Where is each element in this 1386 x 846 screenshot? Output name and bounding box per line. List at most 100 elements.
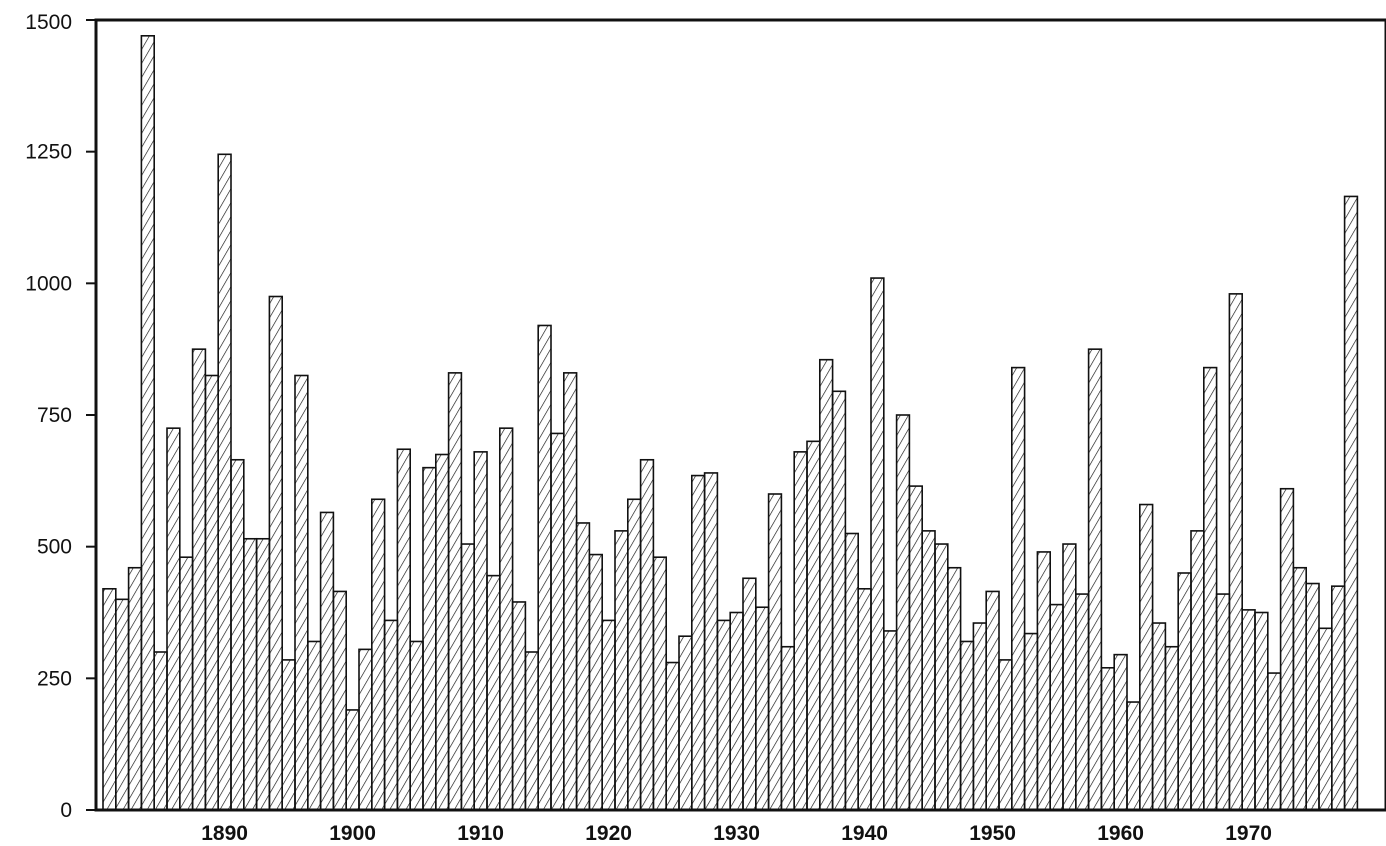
bar-1950 [985,590,1000,811]
bar-1887 [179,556,194,811]
y-tick-label: 1250 [25,141,72,164]
bar-1895 [281,659,296,811]
bar-1906 [422,466,437,811]
bar-1961 [1126,701,1141,811]
plot-frame [94,18,1386,812]
bar-1939 [844,532,860,811]
bar-1948 [959,640,975,811]
y-axis: 0 250 500 750 1000 1250 1500 [25,11,96,822]
x-tick-label: 1920 [585,822,632,845]
bar-1896 [294,374,309,811]
x-tick-label: 1910 [457,822,504,845]
x-tick-label: 1900 [329,822,376,845]
bar-1911 [486,574,501,811]
bar-1967 [1203,366,1218,811]
bar-1916 [550,432,565,811]
bar-1881 [102,587,117,811]
bar-1912 [498,427,514,811]
bar-1898 [319,511,335,811]
bar-1947 [946,566,962,811]
bar-1897 [306,640,322,811]
bar-1914 [524,651,540,811]
bar-1975 [1305,582,1320,811]
bar-1925 [665,661,680,811]
x-tick-label: 1890 [201,822,248,845]
bar-1972 [1267,672,1282,811]
bar-1905 [409,640,424,811]
bar-1968 [1215,593,1231,811]
bar-1940 [857,587,872,811]
bar-1929 [716,619,732,811]
y-tick-label: 500 [37,536,72,559]
y-tick-label: 1500 [25,11,72,34]
bar-1891 [230,458,245,811]
bar-1886 [166,427,181,811]
bar-1938 [831,390,847,811]
bar-1945 [921,530,936,811]
bar-1969 [1228,293,1244,811]
bar-1954 [1036,551,1052,811]
bar-1888 [191,348,207,811]
bar-1903 [383,619,399,811]
bar-1922 [626,498,642,811]
bar-1971 [1254,611,1269,811]
bar-1933 [767,493,783,811]
y-tick-label: 750 [37,404,72,427]
x-tick-label: 1940 [841,822,888,845]
bar-1977 [1331,585,1346,811]
bar-1943 [895,414,911,811]
bar-1941 [870,277,885,811]
bar-1936 [806,440,821,811]
bar-1957 [1075,593,1090,811]
bar-1955 [1049,603,1064,811]
x-tick-label: 1930 [713,822,760,845]
bar-1927 [690,474,706,811]
bar-1913 [511,601,527,811]
y-tick-label: 250 [37,667,72,690]
bar-1900 [345,709,360,811]
bar-1962 [1139,503,1154,811]
bar-1974 [1292,566,1308,811]
x-tick-label: 1960 [1097,822,1144,845]
bar-1915 [537,324,552,811]
bar-1966 [1190,530,1205,811]
bar-1893 [255,537,271,811]
bar-1926 [678,635,693,811]
bar-1923 [639,458,655,811]
bar-1904 [396,448,411,811]
bar-1884 [140,34,155,811]
bar-1959 [1100,666,1116,811]
bar-1902 [370,498,386,811]
bar-1963 [1151,622,1167,811]
bar-1958 [1087,348,1103,811]
bar-1920 [601,619,616,811]
bar-1890 [217,153,232,811]
bar-1883 [127,566,143,811]
bar-1937 [818,358,834,811]
bar-1965 [1177,572,1192,811]
bar-series [102,34,1359,811]
bar-1973 [1279,487,1295,811]
bar-1930 [729,611,744,811]
bar-1899 [332,590,347,811]
bar-1935 [793,451,808,811]
bar-1882 [115,598,130,811]
bar-1942 [882,630,898,811]
bar-1909 [460,543,475,811]
bar-1976 [1318,627,1333,811]
bar-1944 [908,485,924,811]
bar-1907 [434,453,450,811]
bar-1956 [1062,543,1077,811]
bar-1928 [703,472,719,811]
bar-1889 [204,374,219,811]
bar-1978 [1343,195,1359,811]
bar-1946 [934,543,949,811]
bar-1917 [562,372,578,811]
x-axis: 1890 1900 1910 1920 1930 1940 1950 1960 1970 [201,822,1272,845]
bar-1949 [972,622,988,811]
bar-1908 [447,372,463,811]
bar-1894 [268,295,283,811]
bar-1901 [358,648,373,811]
x-tick-label: 1970 [1225,822,1272,845]
bar-1918 [575,522,591,811]
